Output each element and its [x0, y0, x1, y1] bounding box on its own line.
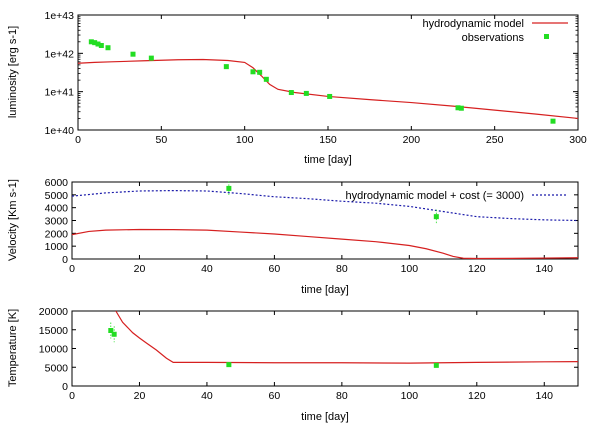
- luminosity-observation-point: [288, 90, 294, 96]
- legend-model-label: hydrodynamic model: [423, 18, 525, 30]
- luminosity-xtick-label: 300: [569, 134, 587, 146]
- velocity-panel: Velocity [Km s-1] time [day] hydrodynami…: [7, 179, 579, 296]
- luminosity-observation-point: [327, 93, 333, 99]
- luminosity-xtick-label: 200: [403, 134, 421, 146]
- luminosity-ytick-label: 1e+40: [45, 125, 75, 137]
- temperature-xtick-label: 100: [401, 390, 419, 402]
- temperature-observation-point: [226, 362, 232, 368]
- temperature-xtick-label: 40: [201, 390, 213, 402]
- luminosity-ytick-label: 1e+42: [45, 48, 75, 60]
- luminosity-observation-point: [250, 69, 256, 75]
- luminosity-observation-point: [88, 39, 94, 45]
- luminosity-observation-point: [105, 45, 111, 51]
- velocity-ytick-label: 2000: [45, 228, 69, 240]
- velocity-observation-point: [226, 185, 232, 191]
- temperature-xtick-label: 120: [468, 390, 486, 402]
- legend-observations-label: observations: [462, 32, 525, 44]
- luminosity-xtick-label: 150: [319, 134, 337, 146]
- temperature-plot-frame: [71, 310, 579, 387]
- luminosity-xtick-label: 50: [155, 134, 167, 146]
- velocity-observation-point: [433, 214, 439, 220]
- luminosity-observation-point: [550, 118, 556, 124]
- temperature-ytick-label: 10000: [39, 344, 68, 356]
- temperature-xtick-label: 80: [336, 390, 348, 402]
- velocity-xtick-label: 60: [269, 263, 281, 275]
- temperature-ytick-label: 0: [62, 381, 68, 393]
- velocity-xtick-label: 100: [401, 263, 419, 275]
- velocity-shifted-model-line: [71, 189, 579, 222]
- velocity-xtick-label: 0: [69, 263, 75, 275]
- velocity-ytick-label: 4000: [45, 203, 69, 215]
- velocity-ytick-label: 0: [62, 254, 68, 266]
- velocity-ytick-label: 6000: [45, 177, 69, 189]
- luminosity-observation-point: [95, 41, 101, 47]
- luminosity-ytick-label: 1e+43: [45, 10, 75, 22]
- temperature-xtick-label: 20: [134, 390, 146, 402]
- legend-observation-marker: [544, 34, 549, 39]
- temperature-ytick-label: 20000: [39, 306, 68, 318]
- velocity-xtick-label: 20: [134, 263, 146, 275]
- temperature-observation-point: [111, 331, 117, 337]
- temperature-observation-point: [433, 362, 439, 368]
- velocity-xtick-label: 40: [201, 263, 213, 275]
- luminosity-observation-point: [98, 43, 104, 49]
- luminosity-ytick-label: 1e+41: [45, 87, 75, 99]
- luminosity-xtick-label: 250: [486, 134, 504, 146]
- luminosity-observation-point: [303, 90, 309, 96]
- luminosity-ylabel: luminosity [erg s-1]: [7, 26, 19, 118]
- luminosity-observation-point: [223, 64, 229, 70]
- luminosity-model-line: [77, 58, 579, 120]
- luminosity-observation-point: [130, 51, 136, 57]
- velocity-ytick-label: 1000: [45, 241, 69, 253]
- temperature-ylabel: Temperature [K]: [7, 309, 19, 387]
- legend-shifted-model-label: hydrodynamic model + cost (= 3000): [345, 190, 524, 202]
- temperature-xlabel: time [day]: [301, 411, 349, 423]
- luminosity-observation-point: [92, 40, 98, 46]
- luminosity-observation-point: [148, 55, 154, 61]
- luminosity-observation-point: [455, 105, 461, 111]
- temperature-panel: Temperature [K] time [day]: [7, 309, 579, 423]
- velocity-ytick-label: 5000: [45, 190, 69, 202]
- temperature-xtick-label: 140: [536, 390, 554, 402]
- temperature-ytick-label: 5000: [45, 362, 69, 374]
- velocity-ylabel: Velocity [Km s-1]: [7, 179, 19, 261]
- temperature-model-line: [115, 310, 579, 364]
- luminosity-observation-point: [263, 76, 269, 82]
- luminosity-observation-point: [257, 69, 263, 75]
- velocity-ytick-label: 3000: [45, 216, 69, 228]
- temperature-xtick-label: 60: [269, 390, 281, 402]
- velocity-xlabel: time [day]: [301, 284, 349, 296]
- luminosity-xlabel: time [day]: [304, 154, 352, 166]
- velocity-model-line: [71, 228, 579, 260]
- luminosity-observation-point: [458, 105, 464, 111]
- luminosity-xtick-label: 100: [236, 134, 254, 146]
- temperature-xtick-label: 0: [69, 390, 75, 402]
- velocity-xtick-label: 80: [336, 263, 348, 275]
- temperature-observation-point: [108, 328, 114, 333]
- velocity-xtick-label: 140: [536, 263, 554, 275]
- temperature-ytick-label: 15000: [39, 325, 68, 337]
- velocity-xtick-label: 120: [468, 263, 486, 275]
- luminosity-xtick-label: 0: [75, 134, 81, 146]
